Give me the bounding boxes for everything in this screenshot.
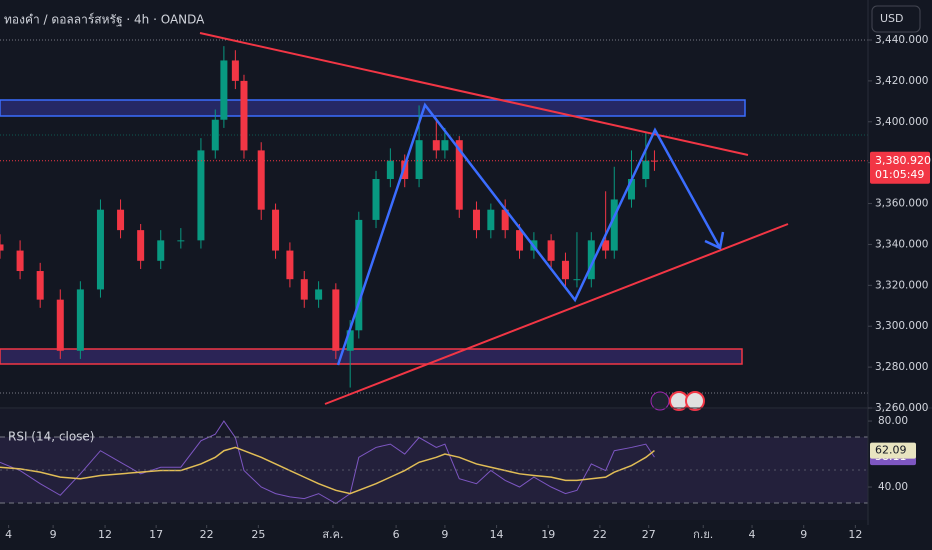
- event-icon[interactable]: [650, 391, 670, 411]
- x-tick-label: 9: [50, 528, 57, 541]
- resistance-zone: [0, 99, 746, 117]
- candle-body: [516, 230, 524, 251]
- candle-body: [355, 219, 363, 331]
- rsi-line: [0, 420, 655, 505]
- candle-body: [300, 279, 308, 300]
- x-tick-label: 12: [98, 528, 112, 541]
- y-tick-label: 3,280.000: [875, 361, 928, 373]
- candle-body: [36, 271, 44, 300]
- x-tick-label: 14: [490, 528, 504, 541]
- candle-body: [117, 209, 125, 231]
- support-zone: [0, 348, 743, 365]
- countdown: 01:05:49: [875, 168, 924, 181]
- candle-body: [240, 80, 248, 151]
- rsi-line: [0, 446, 655, 495]
- candle-body: [231, 60, 239, 81]
- candle-body: [561, 260, 569, 280]
- candle-body: [315, 289, 323, 300]
- last-price-box: [870, 151, 930, 184]
- candle-body: [272, 209, 280, 251]
- candle-body: [547, 240, 555, 261]
- y-tick-label: 3,420.000: [875, 75, 928, 87]
- candle-body: [610, 199, 618, 251]
- currency-button[interactable]: [871, 5, 921, 33]
- y-tick-label: 80.00: [878, 415, 908, 427]
- candle-body: [602, 240, 610, 251]
- candle-body: [137, 230, 145, 261]
- event-icon[interactable]: [685, 391, 705, 411]
- trend-line: [324, 223, 789, 405]
- candle-body: [432, 140, 440, 151]
- candle-body: [372, 179, 380, 220]
- x-tick-label: ส.ค.: [322, 528, 343, 541]
- candle-body: [220, 60, 228, 120]
- candle-body: [177, 240, 185, 242]
- candle-body: [257, 150, 265, 210]
- x-tick-label: ก.ย.: [693, 528, 713, 541]
- candle-body: [642, 160, 650, 180]
- x-tick-label: 4: [749, 528, 756, 541]
- candle-body: [441, 140, 449, 151]
- last-price-label: 3,380.920: [875, 154, 931, 167]
- candle-body: [401, 160, 409, 180]
- y-tick-label: 3,300.000: [875, 320, 928, 332]
- y-tick-label: 3,360.000: [875, 198, 928, 210]
- x-tick-label: 4: [5, 528, 12, 541]
- x-tick-label: 22: [200, 528, 214, 541]
- candle-body: [157, 240, 165, 261]
- candle-body: [415, 140, 423, 180]
- candle-body: [16, 250, 24, 272]
- candle-body: [197, 150, 205, 241]
- candle-body: [332, 289, 340, 351]
- drawings: [0, 39, 868, 394]
- y-tick-label: 3,320.000: [875, 279, 928, 291]
- x-tick-label: 22: [593, 528, 607, 541]
- candle-body: [472, 209, 480, 231]
- x-tick-label: 27: [642, 528, 656, 541]
- rsi-title: RSI (14, close): [8, 430, 94, 444]
- y-tick-label: 3,260.000: [875, 402, 928, 414]
- y-tick-label: 3,340.000: [875, 238, 928, 250]
- x-tick-label: 17: [149, 528, 163, 541]
- candle-body: [587, 240, 595, 280]
- chart-title: ทองคำ / ดอลลาร์สหรัฐ · 4h · OANDA: [4, 13, 205, 27]
- candle-body: [573, 279, 581, 281]
- candle-body: [0, 244, 4, 251]
- x-tick-label: 12: [848, 528, 862, 541]
- candle-body: [455, 140, 463, 210]
- candle-body: [76, 289, 84, 351]
- candle-body: [346, 330, 354, 351]
- y-tick-label: 3,440.000: [875, 34, 928, 46]
- value-label: 62.09: [875, 444, 907, 457]
- arrow-head: [704, 231, 725, 250]
- rsi-pane: [0, 409, 868, 520]
- x-tick-label: 25: [251, 528, 265, 541]
- candle-body: [211, 119, 219, 151]
- candle-body: [487, 209, 495, 231]
- x-tick-label: 9: [800, 528, 807, 541]
- trend-line: [199, 32, 749, 156]
- x-tick-label: 6: [393, 528, 400, 541]
- candle-body: [56, 299, 64, 351]
- candle-body: [96, 209, 104, 290]
- overlay-drawings: [0, 0, 932, 525]
- value-label-box: [870, 442, 916, 459]
- x-tick-label: 9: [441, 528, 448, 541]
- x-tick-label: 19: [541, 528, 555, 541]
- y-tick-label: 40.00: [878, 481, 908, 493]
- candle-body: [627, 179, 635, 200]
- projection-path: [336, 102, 722, 366]
- candle-body: [386, 160, 394, 180]
- candle-body: [501, 209, 509, 231]
- candle-body: [286, 250, 294, 280]
- currency-label[interactable]: USD: [880, 12, 904, 25]
- y-tick-label: 3,400.000: [875, 116, 928, 128]
